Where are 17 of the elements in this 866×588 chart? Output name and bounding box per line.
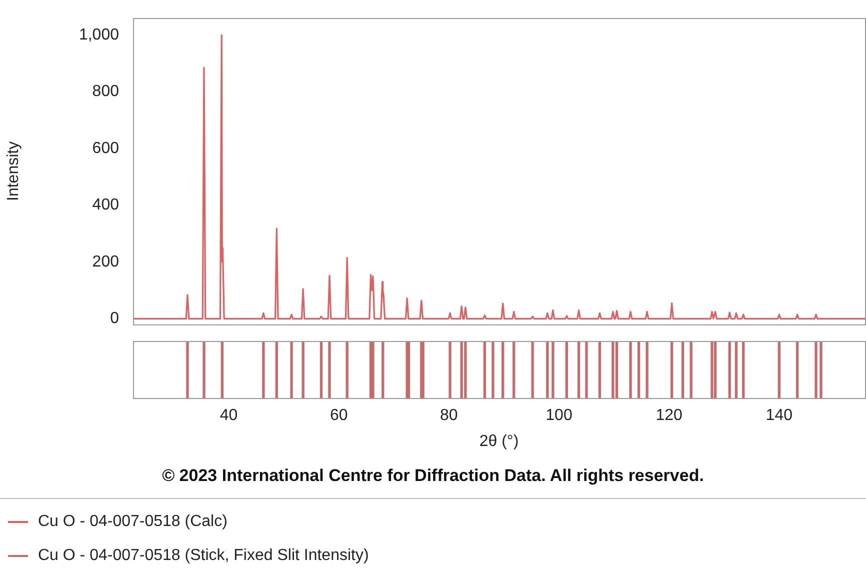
x-tick-label: 140: [766, 407, 793, 424]
x-tick-label: 100: [546, 407, 572, 424]
x-axis-title: 2θ (°): [479, 432, 519, 450]
y-tick-label: 600: [92, 140, 120, 157]
x-tick-label: 80: [440, 407, 458, 424]
x-tick-label: 120: [656, 407, 683, 424]
x-tick-label: 60: [330, 407, 348, 424]
legend-label: Cu O - 04-007-0518 (Calc): [38, 513, 228, 531]
y-axis-title: Intensity: [5, 141, 22, 201]
x-tick-label: 40: [220, 407, 238, 424]
y-tick-label: 800: [92, 83, 120, 100]
y-tick-label: 0: [110, 310, 120, 328]
y-tick-label: 1,000: [78, 26, 120, 44]
y-tick-label: 200: [92, 253, 120, 270]
legend-label: Cu O - 04-007-0518 (Stick, Fixed Slit Intensity): [38, 547, 369, 565]
y-tick-label: 400: [92, 196, 120, 214]
text: © 2023 International Centre for Diffraction Data. All rights reserved.: [161, 466, 705, 486]
